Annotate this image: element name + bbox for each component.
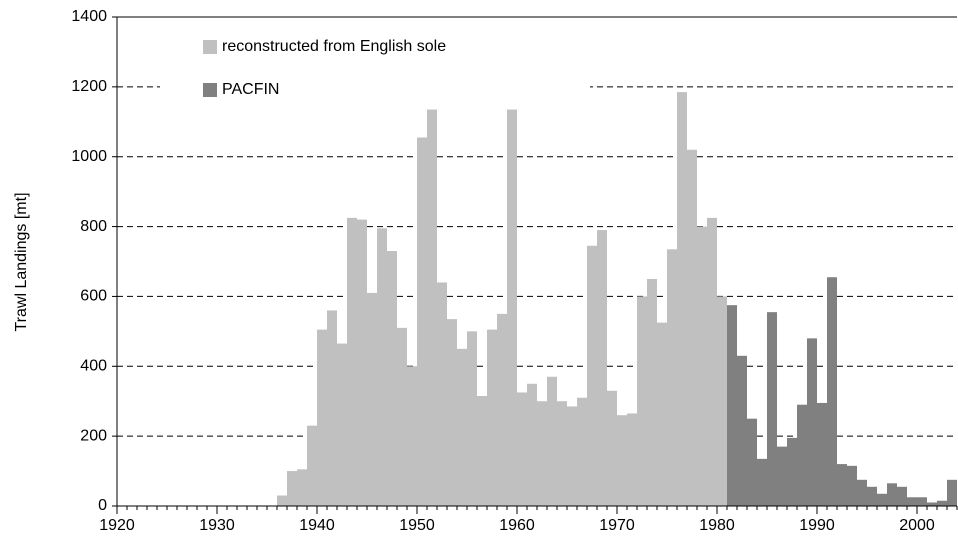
bar (677, 92, 687, 506)
bar (587, 245, 597, 506)
bar (887, 483, 897, 506)
bar (787, 437, 797, 506)
bar (657, 322, 667, 506)
bar (517, 392, 527, 506)
bar (707, 217, 717, 506)
bar (337, 343, 347, 506)
x-tick-label: 1950 (399, 517, 435, 534)
axes (116, 17, 957, 507)
x-tick-label: 1930 (199, 517, 235, 534)
bar (317, 329, 327, 506)
bar (377, 228, 387, 506)
bar (797, 404, 807, 506)
bar (617, 415, 627, 506)
x-tick-label: 1920 (99, 517, 135, 534)
y-tick-label: 1200 (71, 78, 107, 95)
bar (837, 464, 847, 506)
bar (277, 495, 287, 506)
bar (447, 319, 457, 506)
bar (367, 292, 377, 506)
bar (807, 338, 817, 506)
bar (567, 406, 577, 506)
bar (477, 395, 487, 506)
y-tick-label: 400 (80, 358, 107, 375)
bar (467, 331, 477, 506)
bar (507, 109, 517, 506)
bar (407, 366, 417, 506)
x-tick-label: 1980 (699, 517, 735, 534)
bar (637, 296, 647, 506)
bar (937, 500, 947, 506)
y-tick-label: 800 (80, 218, 107, 235)
legend-swatch (203, 83, 217, 97)
bar (397, 327, 407, 506)
x-tick-label: 1960 (499, 517, 535, 534)
bar (287, 471, 297, 506)
bar (727, 305, 737, 506)
bar (417, 137, 427, 506)
y-tick-label: 1000 (71, 148, 107, 165)
x-tick-label: 1970 (599, 517, 635, 534)
bar (827, 277, 837, 506)
bar (387, 251, 397, 506)
legend-box (160, 27, 590, 107)
y-tick-label: 600 (80, 288, 107, 305)
bar (537, 401, 547, 506)
bar (357, 219, 367, 507)
bar (347, 217, 357, 506)
y-tick-label: 1400 (71, 8, 107, 25)
x-tick-label: 2000 (899, 517, 935, 534)
bar (867, 486, 877, 506)
bar (947, 479, 957, 506)
y-tick-label: 0 (98, 497, 107, 514)
bar (777, 446, 787, 506)
bar (847, 465, 857, 506)
legend-swatch (203, 40, 217, 54)
x-tick-label: 1940 (299, 517, 335, 534)
bar (457, 348, 467, 506)
bar (607, 390, 617, 506)
x-tick-label: 1990 (799, 517, 835, 534)
bar (297, 469, 307, 506)
bar (437, 282, 447, 506)
bar (697, 226, 707, 507)
y-axis-label: Trawl Landings [mt] (13, 192, 30, 331)
bar (427, 109, 437, 506)
bar (647, 278, 657, 506)
bar (917, 497, 927, 506)
bar (907, 497, 917, 506)
bar (627, 413, 637, 506)
bar (897, 486, 907, 506)
bar (857, 479, 867, 506)
bar (597, 230, 607, 507)
bar (307, 425, 317, 506)
bar (877, 493, 887, 506)
bar (577, 397, 587, 506)
bar (487, 329, 497, 506)
y-tick-label: 200 (80, 427, 107, 444)
bar (717, 296, 727, 506)
bar (527, 383, 537, 506)
bar (757, 458, 767, 506)
bar (747, 418, 757, 506)
bar (667, 249, 677, 506)
legend-label: reconstructed from English sole (222, 38, 446, 55)
bar (927, 502, 937, 506)
legend-label: PACFIN (222, 81, 279, 98)
bar (327, 310, 337, 506)
bar (767, 312, 777, 506)
bar (547, 376, 557, 506)
bar (687, 149, 697, 506)
bar (497, 313, 507, 506)
bar (557, 401, 567, 506)
bar (737, 355, 747, 506)
bar (817, 402, 827, 506)
